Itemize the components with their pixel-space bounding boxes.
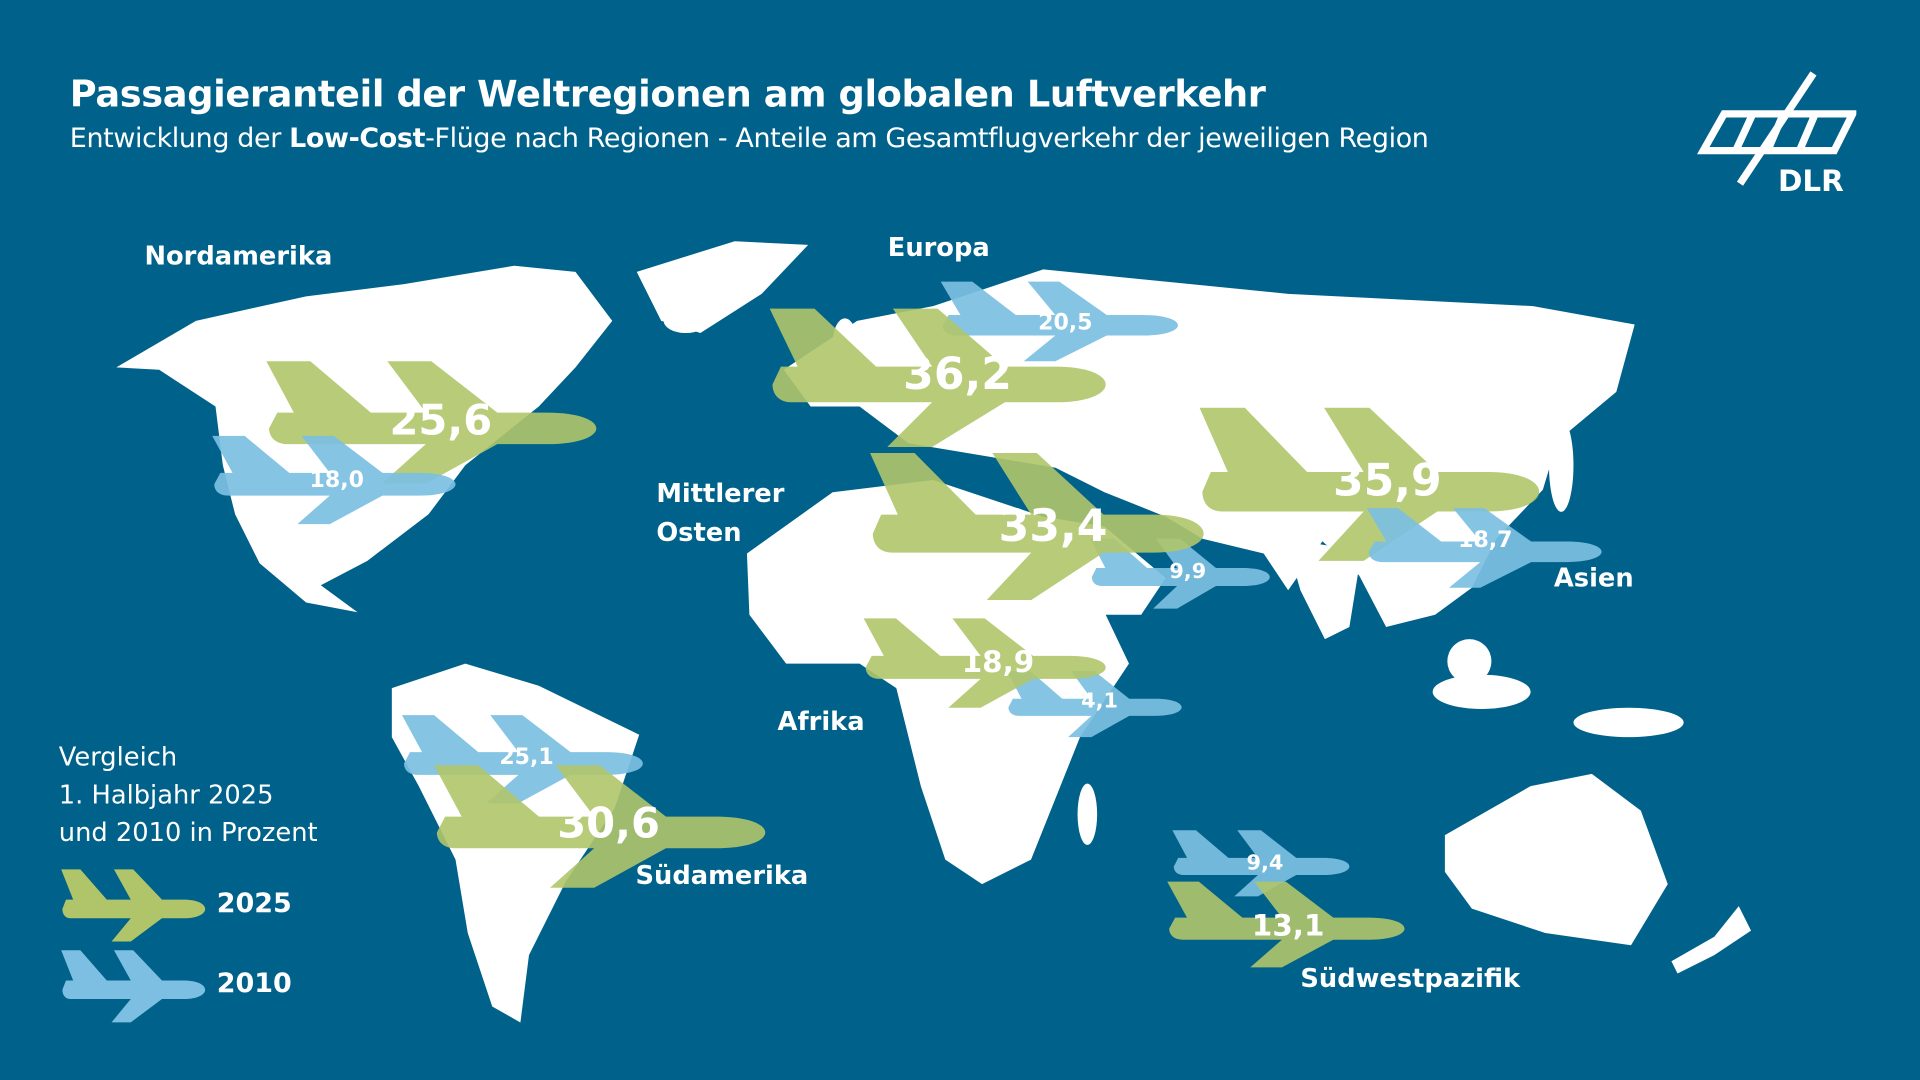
label-suedwestpazifik: Südwestpazifik — [1300, 963, 1521, 994]
value-2010: 18,0 — [310, 468, 364, 493]
value-2025: 30,6 — [557, 799, 660, 848]
value-2010: 18,7 — [1458, 528, 1512, 553]
new-zealand — [1671, 906, 1752, 974]
legend-caption: Vergleich 1. Halbjahr 2025 und 2010 in P… — [59, 738, 318, 852]
subtitle-bold: Low-Cost — [289, 123, 426, 155]
subtitle-pre: Entwicklung der — [69, 123, 290, 155]
new-guinea — [1573, 707, 1684, 738]
india — [1285, 538, 1362, 640]
japan — [1548, 418, 1574, 512]
value-2010: 25,1 — [499, 745, 553, 770]
label-afrika: Afrika — [777, 706, 865, 736]
legend-label-2025: 2025 — [216, 888, 292, 920]
dlr-logo-icon — [1697, 71, 1857, 186]
legend-line-1: Vergleich — [58, 742, 178, 772]
value-2025: 25,6 — [389, 396, 492, 445]
legend-label-2010: 2010 — [216, 968, 292, 1000]
page-title: Passagieranteil der Weltregionen am glob… — [69, 73, 1266, 117]
label-nordamerika: Nordamerika — [144, 241, 333, 271]
label-europa: Europa — [887, 232, 990, 263]
australia — [1444, 773, 1668, 946]
value-2010: 20,5 — [1038, 310, 1092, 335]
borneo — [1447, 639, 1492, 684]
value-2010: 9,4 — [1246, 850, 1283, 874]
indonesia — [1432, 674, 1531, 709]
plane-markers: 20,5 25,1 4,1 9,9 9,4 25,6 36,2 33,4 35,9 18,9 30,… — [212, 281, 1602, 968]
label-mittlerer-osten: Mittlerer Osten — [656, 478, 785, 548]
logo-text: DLR — [1777, 164, 1844, 199]
value-2025: 36,2 — [903, 349, 1012, 400]
label-suedamerika: Südamerika — [635, 860, 809, 891]
madagascar — [1077, 783, 1098, 845]
legend-line-3: und 2010 in Prozent — [58, 817, 318, 848]
subtitle-post: -Flüge nach Regionen - Anteile am Gesamt… — [425, 123, 1429, 155]
dlr-logo: DLR — [1697, 71, 1857, 198]
value-2025: 33,4 — [999, 501, 1108, 552]
value-2010: 4,1 — [1081, 689, 1118, 713]
value-2025: 13,1 — [1252, 908, 1324, 942]
page-subtitle: Entwicklung der Low-Cost-Flüge nach Regi… — [70, 124, 1429, 155]
value-2010: 9,9 — [1169, 559, 1206, 583]
value-2025: 18,9 — [962, 645, 1034, 679]
legend-line-2: 1. Halbjahr 2025 — [58, 780, 274, 810]
value-2025: 35,9 — [1333, 456, 1442, 507]
iceland — [663, 308, 708, 334]
label-asien: Asien — [1553, 563, 1634, 593]
